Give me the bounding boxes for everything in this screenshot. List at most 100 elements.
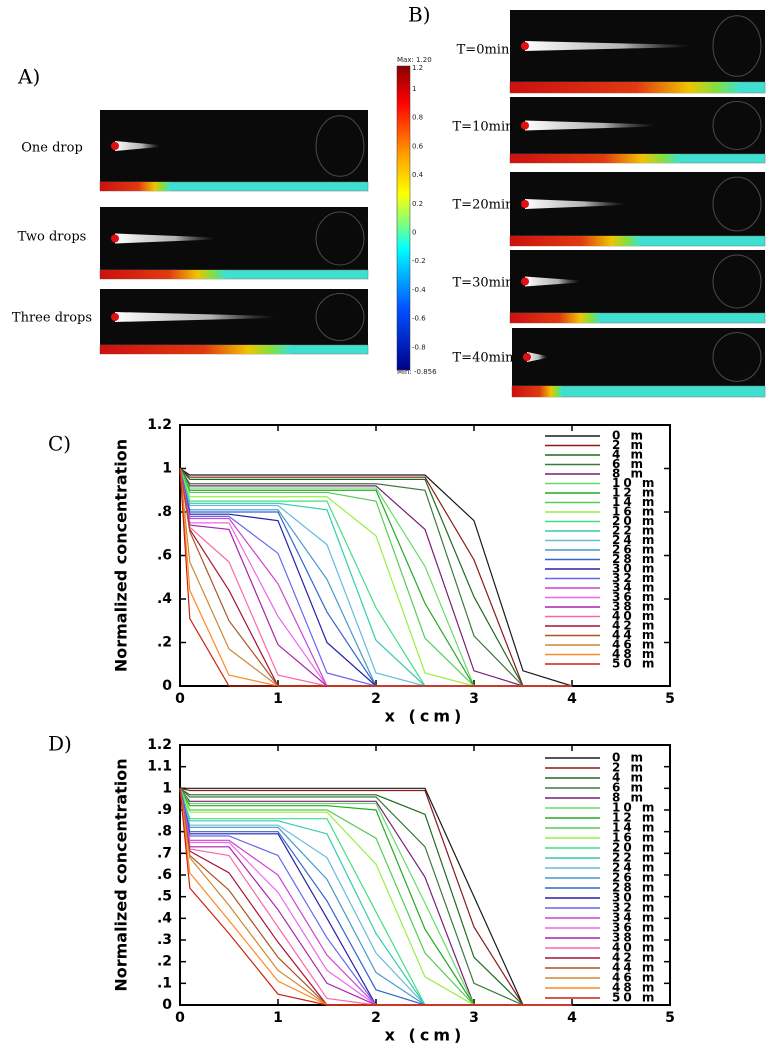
y-tick-label: 0 (162, 997, 172, 1013)
droplet-outline (315, 211, 365, 266)
series-line (179, 468, 572, 687)
profile-bar-front (100, 182, 170, 191)
legend-label: 34 m (612, 581, 657, 595)
y-tick-label: .2 (157, 954, 172, 970)
legend-label: 12 m (612, 811, 657, 825)
legend-label: 24 m (612, 533, 657, 547)
legend-label: 22 m (612, 524, 657, 538)
y-tick-label: 0 (162, 678, 172, 694)
legend-label: 0 m (612, 751, 646, 765)
colorbar-label: 0.6 (412, 142, 424, 150)
colorbar-label: 1 (412, 85, 416, 93)
profile-bar-front (510, 82, 740, 93)
y-tick-label: 1 (162, 780, 172, 796)
profile-bar-front (510, 154, 680, 163)
y-tick-label: .4 (157, 910, 172, 926)
x-tick-label: 2 (371, 1010, 381, 1026)
x-tick-label: 3 (469, 691, 479, 707)
droplet-outline (712, 15, 762, 77)
legend-label: 44 m (612, 961, 657, 975)
y-tick-label: 1.2 (147, 737, 172, 753)
streak (525, 120, 655, 131)
y-tick-label: .7 (157, 845, 172, 861)
colorbar-label: Min: -0.856 (397, 368, 437, 376)
legend-label: 12 m (612, 486, 657, 500)
legend-label: 2 m (612, 438, 646, 452)
x-axis-label: x (cm) (385, 1026, 466, 1045)
x-tick-label: 4 (567, 1010, 577, 1026)
y-tick-label: .8 (157, 824, 172, 840)
legend-label: 16 m (612, 831, 657, 845)
x-tick-label: 5 (665, 1010, 675, 1026)
series-line (179, 787, 572, 1006)
injection-dot (521, 42, 529, 50)
y-tick-label: .2 (157, 635, 172, 651)
x-tick-label: 5 (665, 691, 675, 707)
image-caption: T=40min (453, 351, 515, 366)
image-caption: T=30min (453, 276, 515, 291)
image-caption: T=10min (453, 120, 515, 135)
legend-label: 8 m (612, 467, 646, 481)
injection-dot (111, 234, 119, 243)
x-tick-label: 1 (273, 691, 283, 707)
y-tick-label: .8 (157, 504, 172, 520)
streak (525, 41, 690, 51)
legend-label: 30 m (612, 891, 657, 905)
plot-frame (179, 744, 671, 1006)
x-tick-label: 1 (273, 1010, 283, 1026)
legend-label: 42 m (612, 951, 657, 965)
series-line (180, 787, 572, 1006)
legend-label: 14 m (612, 495, 657, 509)
legend-label: 10 m (612, 476, 657, 490)
profile-bar-front (100, 345, 290, 354)
legend-label: 46 m (612, 971, 657, 985)
y-axis-label: Normalized concentration (112, 439, 131, 672)
panel-label: C) (48, 432, 71, 456)
legend-label: 50 m (612, 657, 657, 671)
y-tick-label: .5 (157, 889, 172, 905)
colorbar-label: 0 (412, 229, 416, 237)
legend-label: 24 m (612, 861, 657, 875)
colorbar-label: 1.2 (412, 64, 423, 72)
legend-label: 32 m (612, 571, 657, 585)
legend-label: 46 m (612, 638, 657, 652)
x-tick-label: 3 (469, 1010, 479, 1026)
legend-label: 36 m (612, 921, 657, 935)
legend-label: 0 m (612, 429, 646, 443)
injection-dot (521, 277, 529, 286)
series-line (179, 468, 573, 687)
image-caption: One drop (21, 141, 83, 156)
legend-label: 26 m (612, 871, 657, 885)
injection-dot (521, 200, 529, 208)
legend-label: 20 m (612, 841, 657, 855)
legend-label: 28 m (612, 881, 657, 895)
x-tick-label: 4 (567, 691, 577, 707)
colorbar-label: 0.8 (412, 114, 423, 122)
injection-dot (523, 353, 531, 361)
colorbar-label: -0.6 (412, 315, 426, 323)
legend-label: 26 m (612, 543, 657, 557)
legend-label: 38 m (612, 931, 657, 945)
legend-label: 4 m (612, 448, 646, 462)
series-line (179, 468, 572, 687)
x-tick-label: 0 (175, 1010, 185, 1026)
y-tick-label: .3 (157, 932, 172, 948)
streak (527, 352, 547, 362)
y-tick-label: .9 (157, 802, 172, 818)
profile-bar-front (512, 386, 562, 397)
y-tick-label: 1.1 (147, 759, 172, 775)
series-line (179, 468, 572, 687)
y-tick-label: .6 (157, 548, 172, 564)
y-tick-label: .4 (157, 591, 172, 607)
y-tick-label: 1 (162, 461, 172, 477)
colorbar-label: -0.4 (412, 286, 426, 294)
legend-label: 2 m (612, 761, 646, 775)
legend-label: 8 m (612, 791, 646, 805)
streak (115, 233, 215, 244)
series-line (179, 788, 572, 1006)
legend-label: 42 m (612, 619, 657, 633)
colorbar-label: 0.2 (412, 200, 423, 208)
series-line (179, 468, 572, 687)
